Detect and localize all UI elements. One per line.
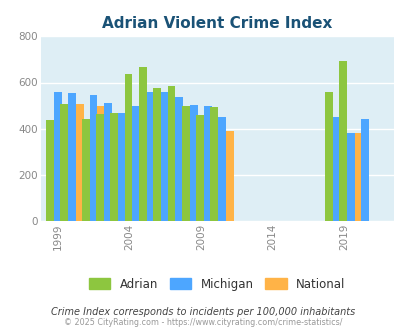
Bar bbox=[68, 93, 76, 221]
Bar bbox=[153, 88, 161, 221]
Bar bbox=[211, 122, 219, 221]
Bar bbox=[140, 114, 148, 221]
Bar bbox=[54, 92, 62, 221]
Bar bbox=[332, 117, 340, 221]
Bar bbox=[154, 113, 162, 221]
Bar bbox=[81, 119, 90, 221]
Bar bbox=[118, 113, 126, 221]
Bar bbox=[324, 92, 332, 221]
Bar bbox=[110, 113, 118, 221]
Bar bbox=[175, 97, 183, 221]
Bar bbox=[111, 114, 119, 221]
Bar bbox=[340, 133, 347, 221]
Bar bbox=[168, 112, 176, 221]
Bar bbox=[60, 104, 68, 221]
Bar bbox=[354, 133, 362, 221]
Bar bbox=[210, 108, 218, 221]
Bar bbox=[197, 116, 205, 221]
Bar bbox=[183, 122, 191, 221]
Title: Adrian Violent Crime Index: Adrian Violent Crime Index bbox=[102, 16, 332, 31]
Bar bbox=[196, 115, 203, 221]
Bar bbox=[338, 61, 346, 221]
Bar bbox=[218, 117, 226, 221]
Legend: Adrian, Michigan, National: Adrian, Michigan, National bbox=[84, 273, 349, 295]
Bar bbox=[132, 106, 140, 221]
Bar bbox=[181, 106, 189, 221]
Bar bbox=[126, 115, 134, 221]
Bar bbox=[62, 104, 69, 221]
Bar bbox=[96, 114, 104, 221]
Bar bbox=[226, 131, 233, 221]
Bar bbox=[147, 92, 154, 221]
Text: Crime Index corresponds to incidents per 100,000 inhabitants: Crime Index corresponds to incidents per… bbox=[51, 307, 354, 317]
Bar bbox=[139, 67, 147, 221]
Bar bbox=[97, 106, 105, 221]
Bar bbox=[203, 106, 211, 221]
Bar bbox=[189, 105, 197, 221]
Bar bbox=[104, 103, 111, 221]
Bar bbox=[360, 119, 368, 221]
Bar bbox=[161, 92, 168, 221]
Text: © 2025 CityRating.com - https://www.cityrating.com/crime-statistics/: © 2025 CityRating.com - https://www.city… bbox=[64, 318, 341, 327]
Bar bbox=[76, 104, 84, 221]
Bar bbox=[124, 75, 132, 221]
Bar bbox=[167, 86, 175, 221]
Bar bbox=[90, 95, 97, 221]
Bar bbox=[346, 133, 354, 221]
Bar bbox=[46, 120, 54, 221]
